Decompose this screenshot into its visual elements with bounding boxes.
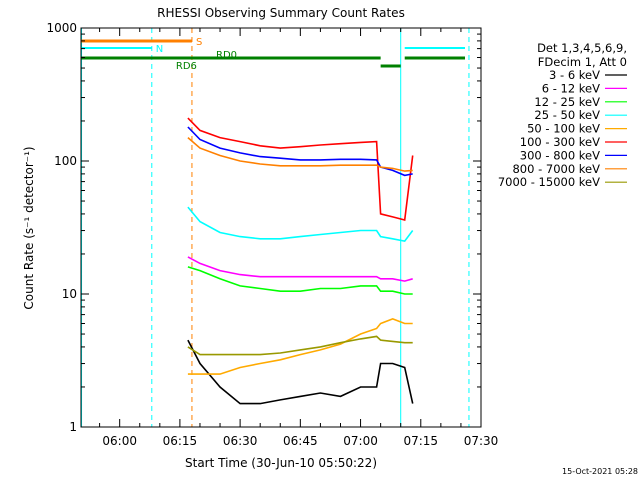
series-line-50-100-kev [187, 318, 413, 375]
axes: 1 10 100 1000 06:00 06:15 06:30 06:45 07:00 07:15… [46, 21, 498, 448]
legend-header-line-1: Det 1,3,4,5,6,9, [537, 41, 627, 55]
legend-label: 25 - 50 keV [534, 108, 600, 122]
series-line-12-25-kev [187, 266, 413, 295]
y-tick-label: 1 [69, 420, 77, 434]
flag-label: S [196, 37, 202, 48]
flag-label: RD6 [176, 61, 197, 72]
y-tick-label: 1000 [46, 21, 77, 35]
x-tick-label: 06:15 [163, 434, 198, 448]
x-tick-label: 07:30 [464, 434, 499, 448]
y-tick-label: 10 [62, 287, 77, 301]
chart-title: RHESSI Observing Summary Count Rates [157, 6, 405, 20]
legend-label: 50 - 100 keV [527, 122, 600, 136]
y-axis-label: Count Rate (s⁻¹ detector⁻¹) [22, 146, 36, 309]
y-tick-label: 100 [54, 154, 77, 168]
legend-header: Det 1,3,4,5,6,9, FDecim 1, Att 0 [537, 41, 627, 69]
x-tick-label: 07:00 [343, 434, 378, 448]
series-line-300-800-kev [187, 126, 413, 177]
series-group [187, 117, 414, 405]
series-line-6-12-kev [187, 256, 413, 282]
series-line-800-7000-kev [187, 136, 413, 172]
flag-label: RD0 [216, 50, 237, 61]
legend-label: 7000 - 15000 keV [498, 175, 600, 189]
flag-label: N [156, 44, 163, 55]
legend-label: 300 - 800 keV [520, 148, 600, 162]
x-tick-label: 06:00 [102, 434, 137, 448]
x-tick-label: 06:30 [223, 434, 258, 448]
legend-label: 3 - 6 keV [549, 68, 600, 82]
series-line-25-50-kev [187, 206, 414, 242]
series-line-3-6-kev [187, 339, 414, 405]
legend-label: 12 - 25 keV [534, 95, 600, 109]
timestamp: 15-Oct-2021 05:28 [562, 467, 638, 476]
series-line-7000-15000-kev [187, 335, 413, 356]
plot-frame [80, 27, 482, 428]
state-flags: S N RD0 RD6 [81, 28, 470, 427]
series-line-100-300-kev [187, 117, 414, 222]
legend-header-line-2: FDecim 1, Att 0 [538, 55, 627, 69]
x-axis-label: Start Time (30-Jun-10 05:50:22) [185, 456, 377, 470]
legend-label: 100 - 300 keV [520, 135, 600, 149]
x-tick-label: 06:45 [283, 434, 318, 448]
legend-label: 800 - 7000 keV [512, 162, 600, 176]
x-tick-label: 07:15 [403, 434, 438, 448]
legend-label: 6 - 12 keV [542, 81, 600, 95]
